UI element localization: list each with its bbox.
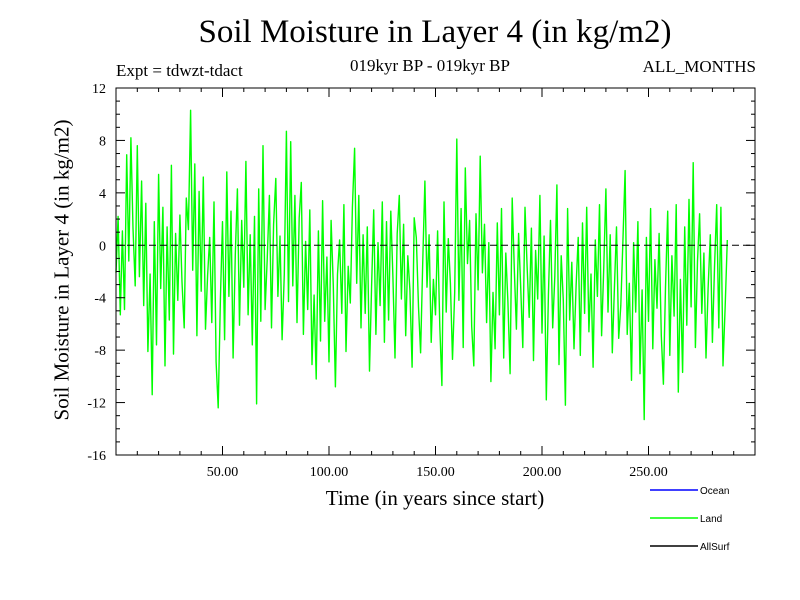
x-tick-label: 250.00 — [629, 465, 668, 480]
x-tick-label: 100.00 — [310, 465, 349, 480]
chart-title: Soil Moisture in Layer 4 (in kg/m2) — [198, 14, 672, 50]
plot-frame — [115, 87, 756, 456]
y-tick-label: -16 — [87, 449, 106, 464]
experiment-label: Expt = tdwzt-tdact — [116, 61, 243, 80]
legend-label-land: Land — [700, 514, 722, 525]
y-tick-label: -12 — [87, 397, 106, 412]
months-label: ALL_MONTHS — [642, 57, 756, 76]
x-tick-label: 50.00 — [207, 465, 239, 480]
y-tick-label: 0 — [99, 239, 106, 254]
series-line-land — [115, 109, 728, 421]
y-tick-label: 12 — [92, 82, 106, 97]
period-label: 019kyr BP - 019kyr BP — [350, 56, 510, 75]
plot-border — [115, 87, 756, 456]
y-tick-label: -4 — [94, 292, 106, 307]
y-tick-label: 8 — [99, 134, 106, 149]
legend-label-allsurf: AllSurf — [700, 542, 730, 553]
legend-label-ocean: Ocean — [700, 486, 729, 497]
axis-ticks: -16 -12 -8 -4 0 4 8 12 50.00 100.00 150.00 200.00 25… — [87, 82, 755, 480]
x-tick-label: 200.00 — [523, 465, 562, 480]
y-tick-label: -8 — [94, 344, 106, 359]
x-tick-label: 150.00 — [416, 465, 455, 480]
x-axis-label: Time (in years since start) — [325, 486, 545, 510]
legend: Ocean Land AllSurf — [650, 486, 730, 553]
y-tick-label: 4 — [99, 187, 106, 202]
series-layer — [115, 109, 728, 421]
